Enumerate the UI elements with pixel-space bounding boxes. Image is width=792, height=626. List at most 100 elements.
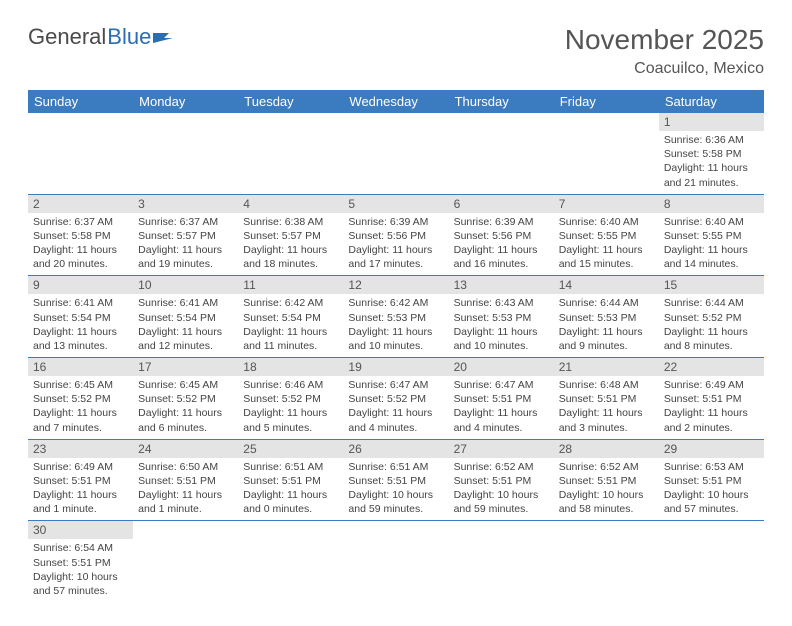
day-number: 22 <box>659 358 764 376</box>
daylight-line: Daylight: 10 hours and 57 minutes. <box>664 488 759 516</box>
sunrise-line: Sunrise: 6:43 AM <box>454 296 549 310</box>
day-number: 12 <box>343 276 448 294</box>
daylight-line: Daylight: 11 hours and 21 minutes. <box>664 161 759 189</box>
sunrise-line: Sunrise: 6:45 AM <box>138 378 233 392</box>
daylight-line: Daylight: 11 hours and 11 minutes. <box>243 325 338 353</box>
calendar-cell: 16Sunrise: 6:45 AMSunset: 5:52 PMDayligh… <box>28 358 133 440</box>
calendar-cell: 5Sunrise: 6:39 AMSunset: 5:56 PMDaylight… <box>343 194 448 276</box>
sunset-line: Sunset: 5:55 PM <box>559 229 654 243</box>
sunrise-line: Sunrise: 6:51 AM <box>348 460 443 474</box>
sunrise-line: Sunrise: 6:38 AM <box>243 215 338 229</box>
calendar-cell-empty <box>133 113 238 194</box>
sunrise-line: Sunrise: 6:54 AM <box>33 541 128 555</box>
calendar-row: 30Sunrise: 6:54 AMSunset: 5:51 PMDayligh… <box>28 521 764 602</box>
calendar-cell: 28Sunrise: 6:52 AMSunset: 5:51 PMDayligh… <box>554 439 659 521</box>
day-details: Sunrise: 6:48 AMSunset: 5:51 PMDaylight:… <box>554 376 659 439</box>
day-details: Sunrise: 6:50 AMSunset: 5:51 PMDaylight:… <box>133 458 238 521</box>
day-details: Sunrise: 6:42 AMSunset: 5:53 PMDaylight:… <box>343 294 448 357</box>
calendar-cell: 25Sunrise: 6:51 AMSunset: 5:51 PMDayligh… <box>238 439 343 521</box>
day-number: 14 <box>554 276 659 294</box>
calendar-cell: 26Sunrise: 6:51 AMSunset: 5:51 PMDayligh… <box>343 439 448 521</box>
daylight-line: Daylight: 11 hours and 17 minutes. <box>348 243 443 271</box>
calendar-cell: 1Sunrise: 6:36 AMSunset: 5:58 PMDaylight… <box>659 113 764 194</box>
daylight-line: Daylight: 10 hours and 58 minutes. <box>559 488 654 516</box>
calendar-cell-empty <box>343 113 448 194</box>
location: Coacuilco, Mexico <box>565 60 764 78</box>
sunrise-line: Sunrise: 6:41 AM <box>138 296 233 310</box>
day-number: 20 <box>449 358 554 376</box>
day-details: Sunrise: 6:37 AMSunset: 5:57 PMDaylight:… <box>133 213 238 276</box>
daylight-line: Daylight: 11 hours and 0 minutes. <box>243 488 338 516</box>
day-details: Sunrise: 6:49 AMSunset: 5:51 PMDaylight:… <box>28 458 133 521</box>
daylight-line: Daylight: 11 hours and 18 minutes. <box>243 243 338 271</box>
daylight-line: Daylight: 11 hours and 5 minutes. <box>243 406 338 434</box>
calendar-row: 9Sunrise: 6:41 AMSunset: 5:54 PMDaylight… <box>28 276 764 358</box>
calendar-cell-empty <box>238 113 343 194</box>
daylight-line: Daylight: 11 hours and 1 minute. <box>33 488 128 516</box>
sunset-line: Sunset: 5:51 PM <box>559 392 654 406</box>
day-details: Sunrise: 6:52 AMSunset: 5:51 PMDaylight:… <box>554 458 659 521</box>
daylight-line: Daylight: 11 hours and 2 minutes. <box>664 406 759 434</box>
calendar-cell-empty <box>28 113 133 194</box>
daylight-line: Daylight: 11 hours and 20 minutes. <box>33 243 128 271</box>
calendar-cell: 11Sunrise: 6:42 AMSunset: 5:54 PMDayligh… <box>238 276 343 358</box>
calendar-cell: 20Sunrise: 6:47 AMSunset: 5:51 PMDayligh… <box>449 358 554 440</box>
sunset-line: Sunset: 5:57 PM <box>243 229 338 243</box>
day-details: Sunrise: 6:54 AMSunset: 5:51 PMDaylight:… <box>28 539 133 602</box>
calendar-cell: 10Sunrise: 6:41 AMSunset: 5:54 PMDayligh… <box>133 276 238 358</box>
sunset-line: Sunset: 5:51 PM <box>33 474 128 488</box>
sunrise-line: Sunrise: 6:36 AM <box>664 133 759 147</box>
sunrise-line: Sunrise: 6:49 AM <box>664 378 759 392</box>
sunrise-line: Sunrise: 6:37 AM <box>138 215 233 229</box>
weekday-header: Sunday <box>28 90 133 113</box>
daylight-line: Daylight: 11 hours and 7 minutes. <box>33 406 128 434</box>
sunrise-line: Sunrise: 6:45 AM <box>33 378 128 392</box>
daylight-line: Daylight: 11 hours and 15 minutes. <box>559 243 654 271</box>
sunrise-line: Sunrise: 6:50 AM <box>138 460 233 474</box>
header: General Blue November 2025 Coacuilco, Me… <box>28 24 764 78</box>
day-number: 30 <box>28 521 133 539</box>
calendar-row: 23Sunrise: 6:49 AMSunset: 5:51 PMDayligh… <box>28 439 764 521</box>
month-title: November 2025 <box>565 24 764 56</box>
brand-part2-text: Blue <box>107 24 151 50</box>
day-number: 19 <box>343 358 448 376</box>
sunset-line: Sunset: 5:52 PM <box>33 392 128 406</box>
calendar-row: 1Sunrise: 6:36 AMSunset: 5:58 PMDaylight… <box>28 113 764 194</box>
sunrise-line: Sunrise: 6:52 AM <box>454 460 549 474</box>
day-number: 18 <box>238 358 343 376</box>
sunset-line: Sunset: 5:54 PM <box>138 311 233 325</box>
day-details: Sunrise: 6:41 AMSunset: 5:54 PMDaylight:… <box>133 294 238 357</box>
sunset-line: Sunset: 5:51 PM <box>348 474 443 488</box>
day-details: Sunrise: 6:49 AMSunset: 5:51 PMDaylight:… <box>659 376 764 439</box>
daylight-line: Daylight: 11 hours and 3 minutes. <box>559 406 654 434</box>
day-details: Sunrise: 6:51 AMSunset: 5:51 PMDaylight:… <box>343 458 448 521</box>
day-number: 4 <box>238 195 343 213</box>
calendar-cell: 27Sunrise: 6:52 AMSunset: 5:51 PMDayligh… <box>449 439 554 521</box>
calendar-cell-empty <box>449 521 554 602</box>
calendar-cell: 30Sunrise: 6:54 AMSunset: 5:51 PMDayligh… <box>28 521 133 602</box>
sunrise-line: Sunrise: 6:42 AM <box>243 296 338 310</box>
calendar-head: SundayMondayTuesdayWednesdayThursdayFrid… <box>28 90 764 113</box>
sunset-line: Sunset: 5:52 PM <box>243 392 338 406</box>
daylight-line: Daylight: 10 hours and 59 minutes. <box>454 488 549 516</box>
daylight-line: Daylight: 10 hours and 59 minutes. <box>348 488 443 516</box>
brand-logo: General Blue <box>28 24 175 50</box>
sunrise-line: Sunrise: 6:40 AM <box>664 215 759 229</box>
day-number: 9 <box>28 276 133 294</box>
day-details: Sunrise: 6:47 AMSunset: 5:51 PMDaylight:… <box>449 376 554 439</box>
day-details: Sunrise: 6:39 AMSunset: 5:56 PMDaylight:… <box>449 213 554 276</box>
day-details: Sunrise: 6:45 AMSunset: 5:52 PMDaylight:… <box>28 376 133 439</box>
sunset-line: Sunset: 5:51 PM <box>664 392 759 406</box>
day-number: 1 <box>659 113 764 131</box>
weekday-header: Monday <box>133 90 238 113</box>
sunset-line: Sunset: 5:51 PM <box>33 556 128 570</box>
sunrise-line: Sunrise: 6:42 AM <box>348 296 443 310</box>
calendar-cell: 12Sunrise: 6:42 AMSunset: 5:53 PMDayligh… <box>343 276 448 358</box>
weekday-header: Wednesday <box>343 90 448 113</box>
calendar-cell: 9Sunrise: 6:41 AMSunset: 5:54 PMDaylight… <box>28 276 133 358</box>
day-number: 23 <box>28 440 133 458</box>
day-details: Sunrise: 6:44 AMSunset: 5:52 PMDaylight:… <box>659 294 764 357</box>
daylight-line: Daylight: 11 hours and 16 minutes. <box>454 243 549 271</box>
calendar-cell: 3Sunrise: 6:37 AMSunset: 5:57 PMDaylight… <box>133 194 238 276</box>
daylight-line: Daylight: 10 hours and 57 minutes. <box>33 570 128 598</box>
